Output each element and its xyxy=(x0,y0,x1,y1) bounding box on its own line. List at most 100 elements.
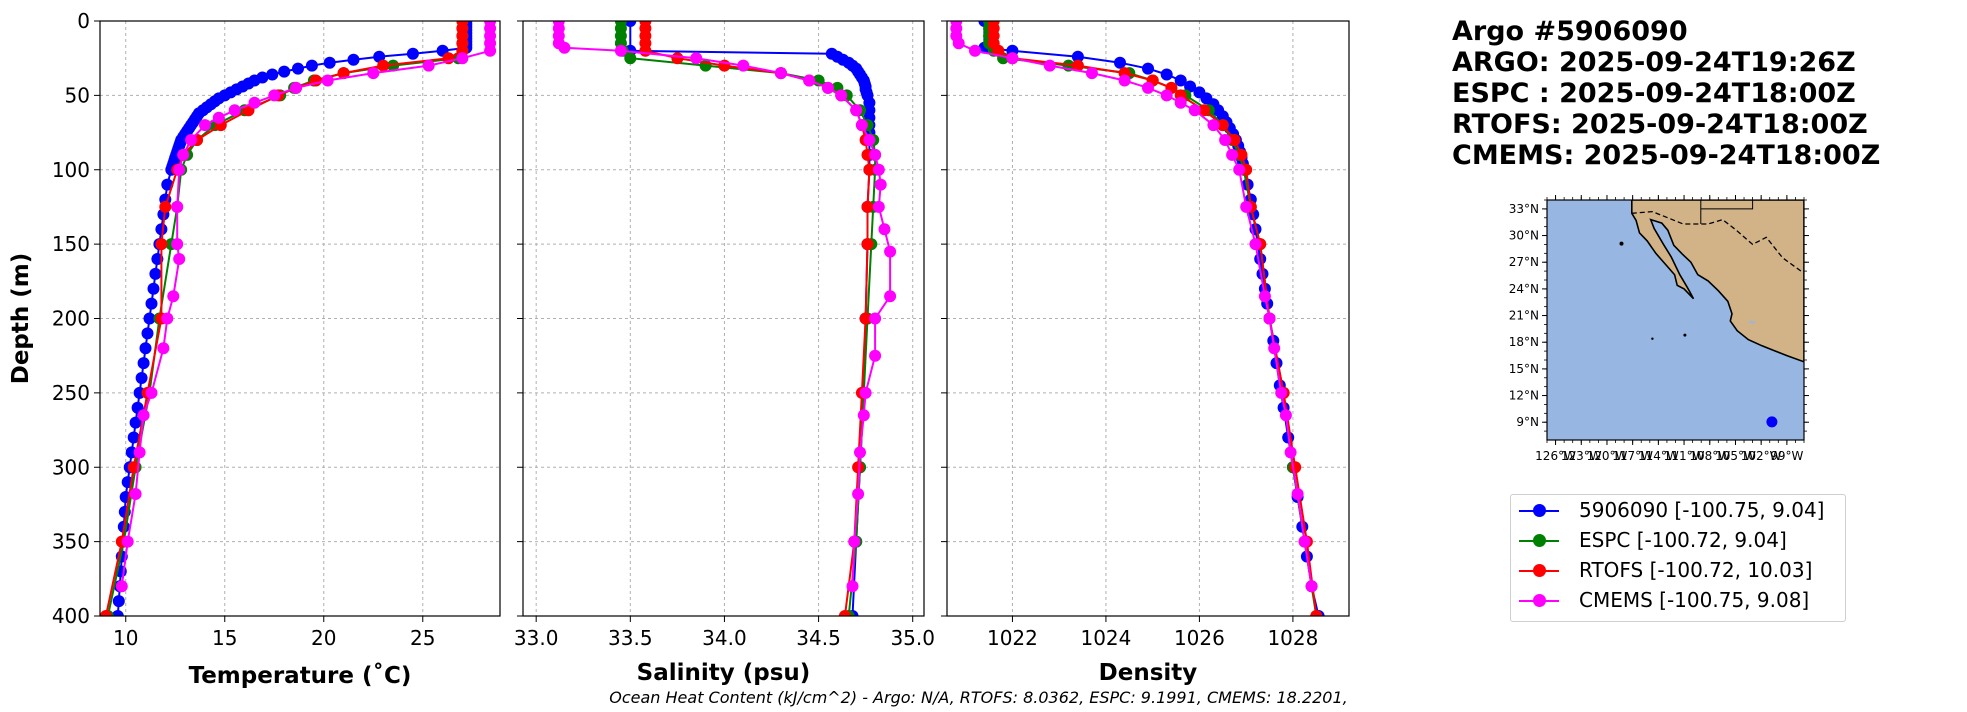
temperature-point-cmems xyxy=(161,312,174,325)
temperature-point-cmems xyxy=(137,409,150,422)
salinity-point-cmems xyxy=(855,119,868,132)
density-point-cmems xyxy=(1268,342,1281,355)
density-point-rtofs xyxy=(1235,148,1248,161)
temperature-point-cmems xyxy=(290,81,302,94)
legend-item-argo: 5906090 [-100.75, 9.04] xyxy=(1511,496,1845,526)
density-point-rtofs xyxy=(992,44,1005,57)
density-point-cmems xyxy=(1043,59,1056,72)
temperature-point-5906090 xyxy=(141,327,154,340)
map-lat-label: 33°N xyxy=(1509,202,1539,216)
map-lon-label: 117°W xyxy=(1612,449,1653,463)
density-point-cmems xyxy=(1160,89,1173,102)
density-point-5906090 xyxy=(1160,68,1173,81)
map-lon-label: 123°W xyxy=(1561,449,1602,463)
salinity-point-rtofs xyxy=(852,461,865,474)
salinity-xtick-label: 35.0 xyxy=(890,626,935,650)
density-point-cmems xyxy=(1298,535,1311,548)
location-map: 33°N 30°N 27°N 24°N 21°N 18°N 15°N 12°N 9°N 126°W… xyxy=(1509,195,1809,463)
temperature-xtick-label: 15 xyxy=(212,626,237,650)
map-land xyxy=(1631,200,1804,363)
temperature-point-5906090 xyxy=(139,342,152,355)
legend-item-espc: ESPC [-100.72, 9.04] xyxy=(1511,526,1845,556)
density-point-cmems xyxy=(969,44,981,57)
density-point-cmems xyxy=(1226,148,1239,161)
salinity-point-cmems xyxy=(884,245,897,258)
temperature-point-cmems xyxy=(248,96,261,109)
temperature-panel: 10 15 20 25050100150200250300350400Temperat… xyxy=(8,9,501,689)
legend-label-argo: 5906090 [-100.75, 9.04] xyxy=(1579,498,1825,522)
salinity-line-5906090 xyxy=(629,21,871,616)
temperature-point-cmems xyxy=(321,74,334,87)
map-content xyxy=(1547,200,1804,440)
salinity-point-cmems xyxy=(737,59,750,72)
salinity-point-cmems xyxy=(852,488,865,500)
temperature-xlabel: Temperature (˚C) xyxy=(189,662,412,689)
temperature-point-5906090 xyxy=(161,178,174,191)
salinity-point-cmems xyxy=(857,409,870,422)
temperature-point-cmems xyxy=(212,111,225,124)
density-point-rtofs xyxy=(1289,461,1302,474)
temperature-point-espc xyxy=(387,59,400,72)
temperature-point-rtofs xyxy=(127,461,140,474)
depth-tick-label: 0 xyxy=(77,9,90,33)
legend-label-rtofs: RTOFS [-100.72, 10.03] xyxy=(1579,558,1813,582)
temperature-point-5906090 xyxy=(149,267,162,280)
legend-marker-espc xyxy=(1533,534,1546,547)
salinity-xtick-label: 33.0 xyxy=(514,626,559,650)
salinity-point-cmems xyxy=(872,200,885,213)
density-point-rtofs xyxy=(1198,104,1211,117)
legend-item-cmems: CMEMS [-100.75, 9.08] xyxy=(1511,586,1845,616)
legend-label-cmems: CMEMS [-100.75, 9.08] xyxy=(1579,588,1810,612)
salinity-point-cmems xyxy=(850,104,863,117)
depth-tick-label: 350 xyxy=(52,530,90,554)
salinity-xtick-label: 33.5 xyxy=(608,626,653,650)
temperature-point-5906090 xyxy=(278,65,291,78)
depth-tick-label: 50 xyxy=(65,83,90,107)
salinity-point-cmems xyxy=(774,67,787,80)
temperature-point-5906090 xyxy=(323,56,336,69)
salinity-point-cmems xyxy=(614,44,627,57)
map-lat-label: 18°N xyxy=(1509,335,1539,349)
temperature-point-5906090 xyxy=(292,62,304,75)
density-point-cmems xyxy=(1233,163,1246,176)
map-lon-label: 102°W xyxy=(1741,449,1782,463)
temperature-point-5906090 xyxy=(111,610,124,616)
map-lon-label: 114°W xyxy=(1638,449,1679,463)
density-xtick-label: 1024 xyxy=(1080,626,1131,650)
salinity-point-cmems xyxy=(803,74,816,87)
density-xtick-label: 1022 xyxy=(987,626,1038,650)
temperature-xtick-label: 25 xyxy=(410,626,435,650)
argo-id-title: Argo #5906090 xyxy=(1452,16,1688,47)
density-point-cmems xyxy=(1174,96,1187,109)
salinity-point-cmems xyxy=(869,148,882,161)
salinity-point-rtofs xyxy=(838,610,851,616)
salinity-panel: 33.0 33.5 34.0 34.5 35.0 Salinity (psu) xyxy=(514,20,935,686)
legend-marker-rtofs xyxy=(1533,564,1546,577)
density-point-rtofs xyxy=(1228,134,1241,146)
temperature-point-5906090 xyxy=(406,47,419,60)
salinity-point-rtofs xyxy=(861,238,874,251)
map-lat-label: 21°N xyxy=(1509,309,1539,323)
salinity-point-cmems xyxy=(835,89,848,102)
salinity-xtick-label: 34.0 xyxy=(702,626,747,650)
temperature-point-5906090 xyxy=(347,53,360,66)
density-point-cmems xyxy=(1188,104,1201,117)
temperature-xtick-label: 10 xyxy=(113,626,138,650)
density-point-5906090 xyxy=(1142,62,1154,75)
salinity-point-cmems xyxy=(822,81,834,94)
depth-tick-label: 100 xyxy=(52,158,90,182)
depth-tick-label: 400 xyxy=(52,604,90,628)
temperature-point-cmems xyxy=(185,134,198,146)
density-point-rtofs xyxy=(1216,119,1229,132)
argo-time-title: ARGO: 2025-09-24T19:26Z xyxy=(1452,47,1856,78)
depth-tick-label: 200 xyxy=(52,307,90,331)
salinity-point-espc xyxy=(624,52,637,65)
map-lat-label: 27°N xyxy=(1509,255,1539,269)
temperature-point-5906090 xyxy=(127,431,140,444)
map-argo-marker xyxy=(1766,416,1778,428)
temperature-point-rtofs xyxy=(155,238,168,251)
salinity-point-cmems xyxy=(863,134,876,146)
temperature-xtick-label: 20 xyxy=(311,626,336,650)
density-point-cmems xyxy=(1240,200,1253,213)
